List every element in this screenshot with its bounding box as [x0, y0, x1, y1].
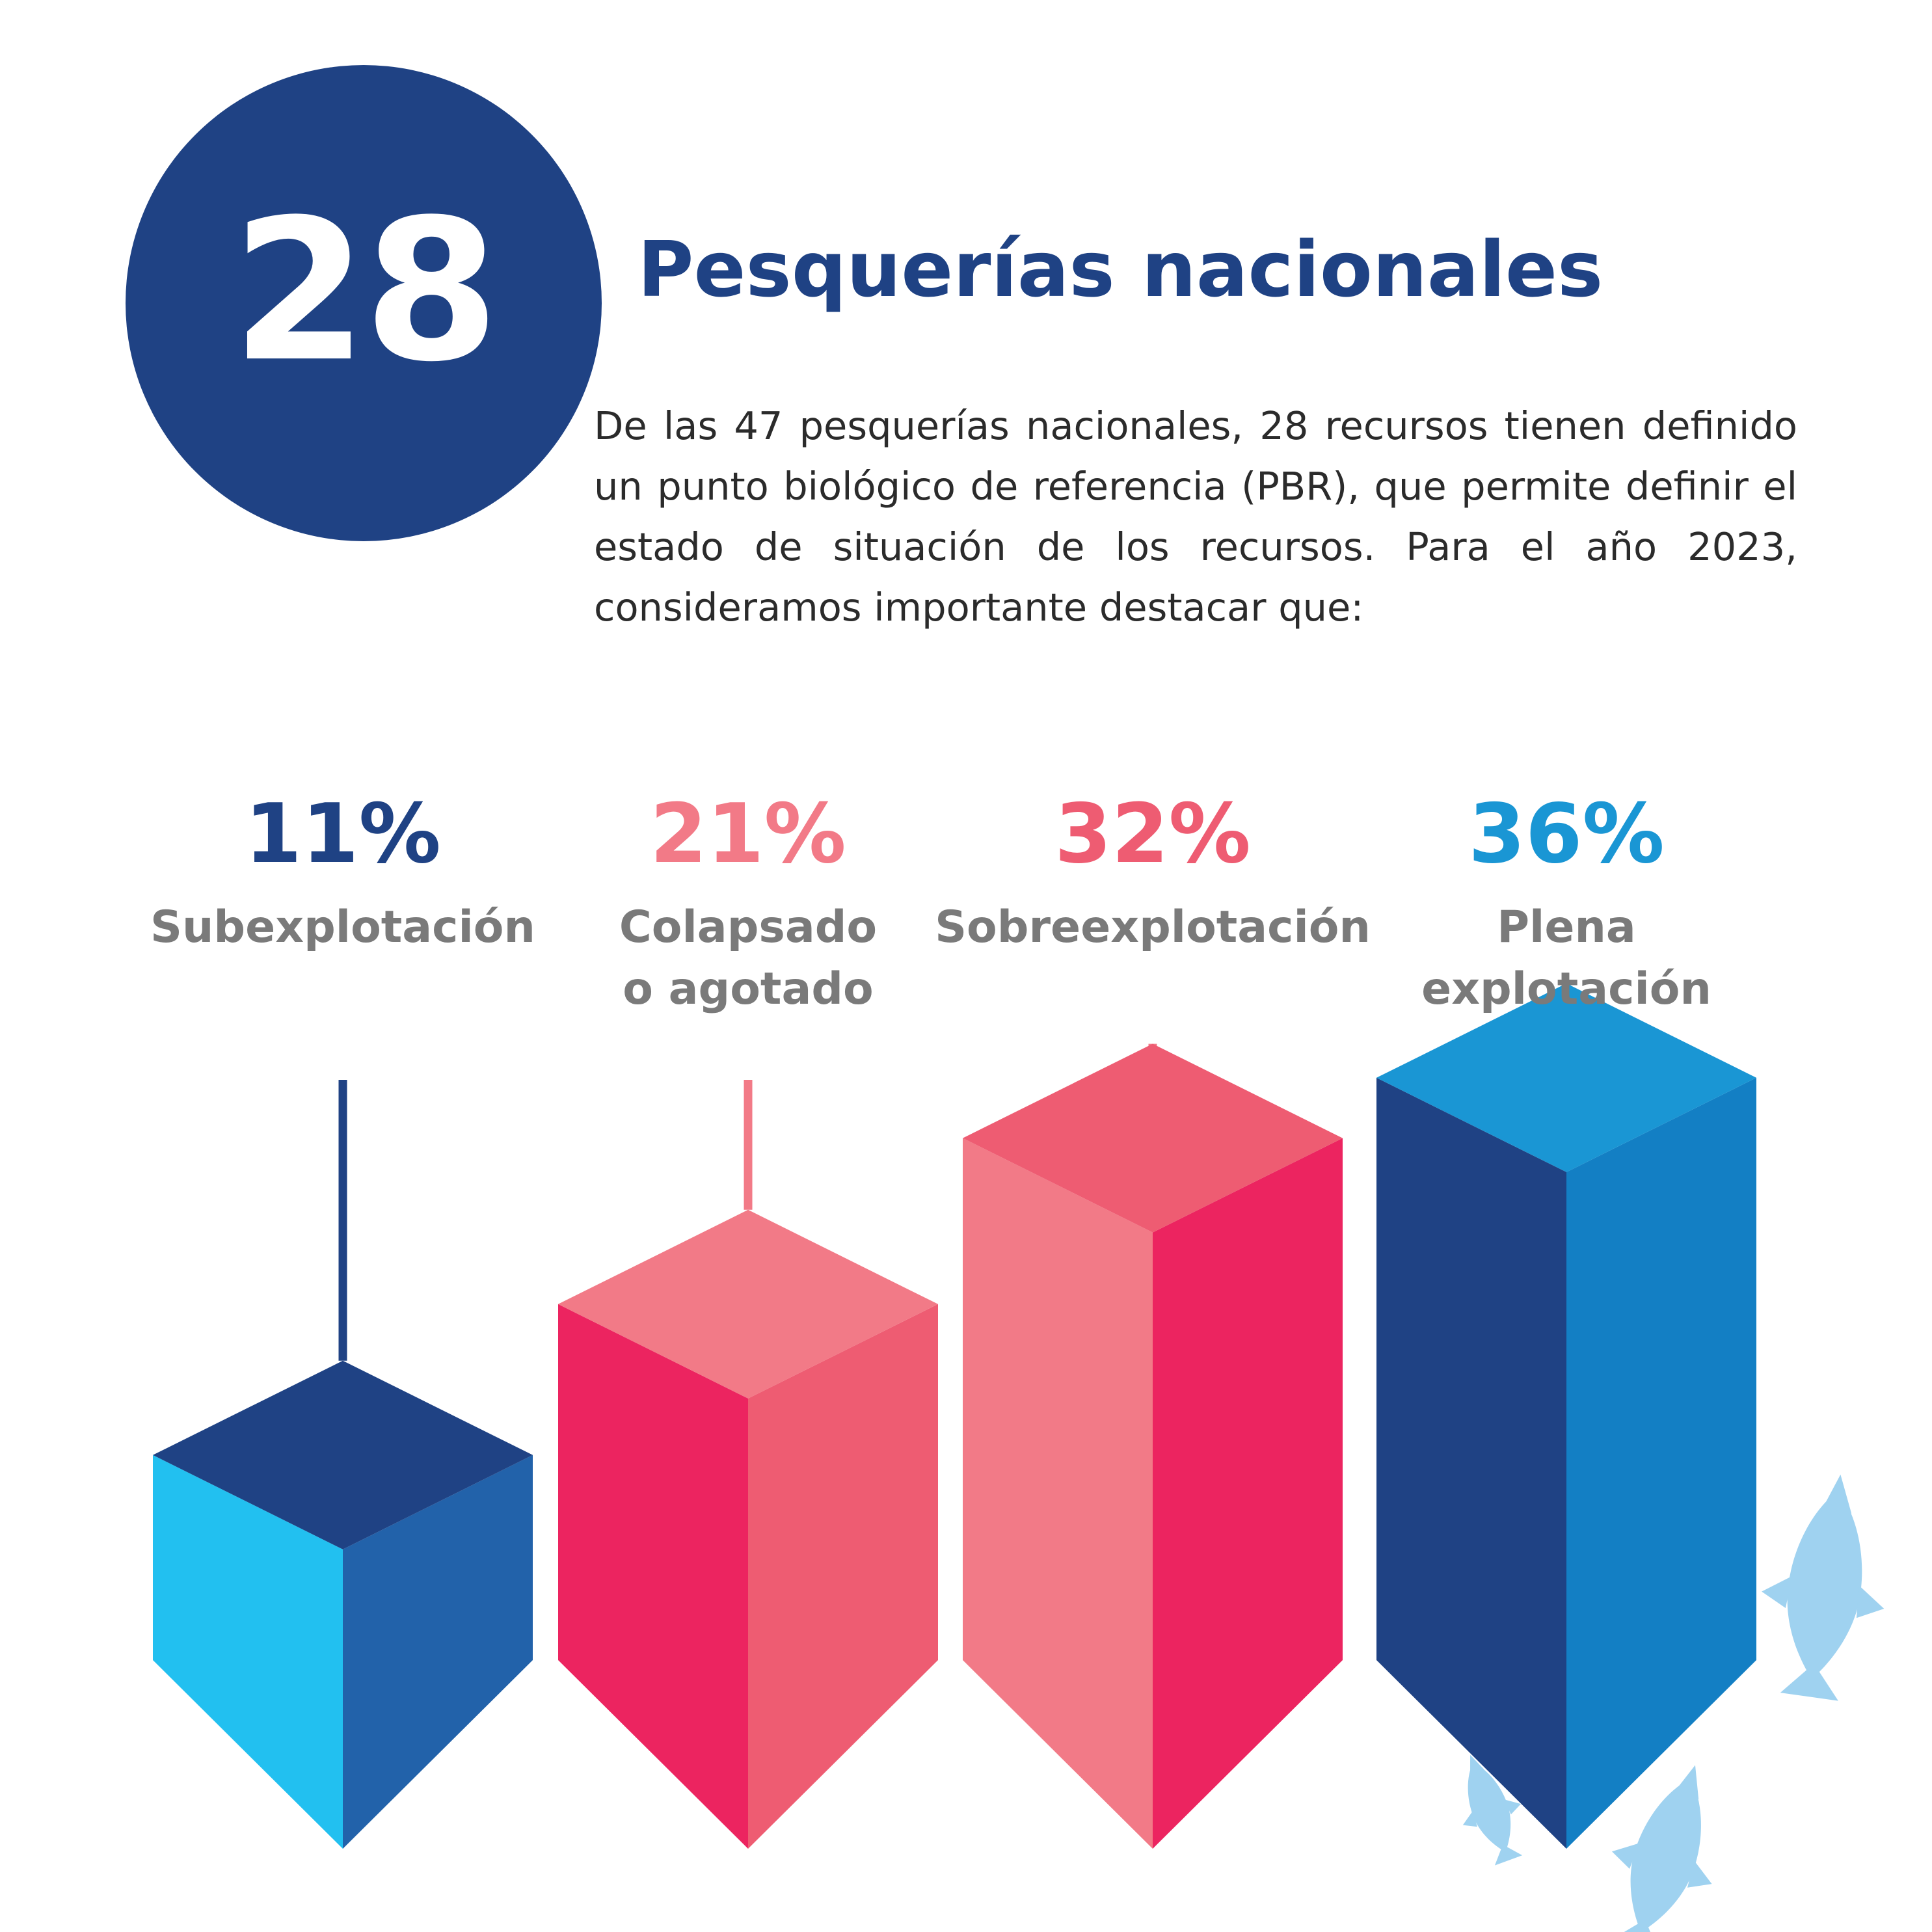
value-label: 11%: [245, 786, 441, 881]
fish-icon: [1762, 1474, 1885, 1701]
category-label-line: explotación: [1421, 963, 1711, 1015]
bar: [153, 1080, 533, 1849]
bar-right-face: [748, 1304, 938, 1849]
bar-left-face: [558, 1304, 748, 1849]
category-label: Subexplotación: [150, 902, 535, 953]
category-label-line: o agotado: [623, 963, 873, 1015]
bar-right-face: [1153, 1138, 1343, 1849]
bar-left-face: [153, 1455, 343, 1849]
category-label-line: Sobreexplotación: [935, 902, 1371, 953]
fish-icon: [1462, 1754, 1523, 1866]
bar: [963, 1043, 1343, 1849]
bar-top-face: [558, 1209, 938, 1399]
bar-right-face: [343, 1455, 533, 1849]
bar-left-face: [963, 1138, 1153, 1849]
category-label-line: Plena: [1497, 902, 1636, 953]
value-label: 32%: [1054, 786, 1251, 881]
page-title: Pesquerías nacionales: [637, 224, 1603, 314]
fish-icon: [1611, 1765, 1712, 1932]
category-label: Plena explotación: [1421, 902, 1711, 1015]
count-circle: 28: [126, 65, 602, 541]
count-number: 28: [232, 178, 499, 405]
bar: [558, 1080, 938, 1849]
category-label-line: Colapsado: [619, 902, 877, 953]
value-label: 21%: [650, 786, 846, 881]
description-paragraph: De las 47 pesquerías nacionales, 28 recu…: [594, 403, 1797, 630]
bar: [1376, 983, 1756, 1849]
value-label: 36%: [1468, 786, 1665, 881]
category-label: Sobreexplotación: [935, 902, 1371, 953]
bar-top-face: [1376, 983, 1756, 1172]
bar-top-face: [963, 1043, 1343, 1233]
bar-left-face: [1376, 1077, 1566, 1849]
bar-top-face: [153, 1360, 533, 1550]
category-label: Colapsado o agotado: [619, 902, 877, 1015]
bar-right-face: [1566, 1077, 1756, 1849]
category-label-line: Subexplotación: [150, 902, 535, 953]
